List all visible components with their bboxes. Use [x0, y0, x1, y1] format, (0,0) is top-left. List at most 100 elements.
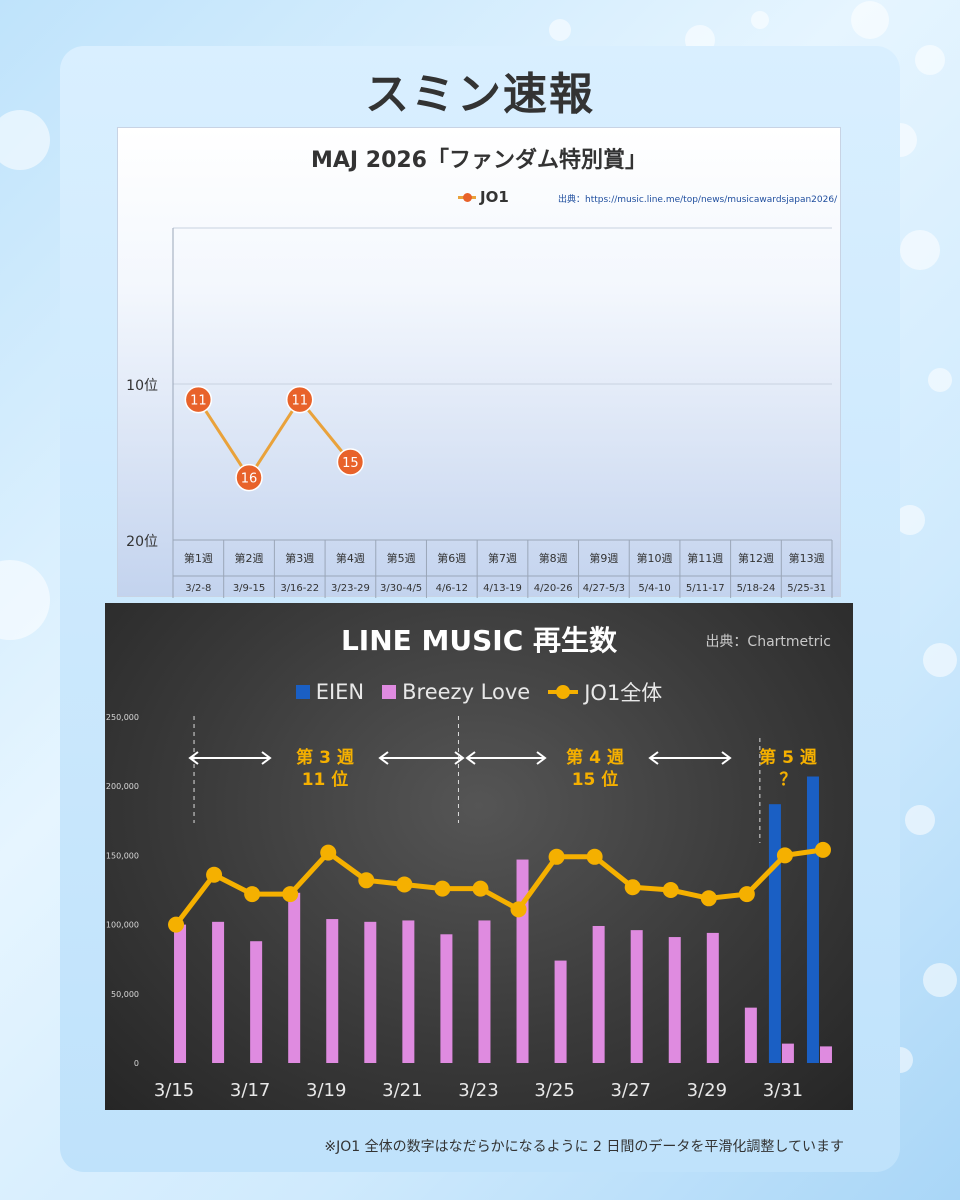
data-point-jo1-total: [814, 841, 831, 858]
line-music-chart-panel: 0 50,000 100,000 150,000 200,000 250,000 3/15 3…: [105, 603, 853, 1110]
bar-breezy-love: [630, 930, 643, 1063]
bar-breezy-love: [364, 921, 377, 1063]
annotation-week: 第 3 週: [296, 747, 354, 768]
data-point-jo1-total: [434, 880, 451, 897]
legend-label-eien: EIEN: [315, 680, 365, 704]
line-chart-legend: EIEN Breezy Love JO1全体: [105, 677, 853, 707]
series-line-jo1-total: [174, 847, 824, 927]
arrow-week4-left-head-right: [536, 751, 547, 765]
legend-line-marker-icon: [458, 192, 476, 202]
y-tick-label: 150,000: [106, 851, 139, 860]
data-point: [184, 385, 213, 414]
annotation-rank: 11 位: [302, 769, 349, 790]
data-point-jo1-total: [776, 847, 793, 864]
legend-swatch-breezy: [382, 685, 397, 699]
legend-item-breezy: Breezy Love: [382, 677, 530, 707]
x-tick-label-date: 3/9-15: [233, 583, 265, 594]
data-label: 15: [342, 456, 359, 471]
y-tick-label: 10位: [126, 378, 158, 394]
line-chart-title: LINE MUSIC 再生数: [340, 624, 618, 657]
x-tick-label-date: 5/11-17: [686, 583, 725, 594]
x-tick-label: 3/25: [534, 1080, 574, 1101]
y-tick-label: 200,000: [106, 782, 139, 791]
x-tick-label-week: 第4週: [336, 551, 365, 565]
data-point-jo1-total: [282, 886, 299, 903]
bokeh-dot: [915, 45, 945, 75]
bar-breezy-love: [516, 859, 529, 1063]
x-tick-label-week: 第11週: [687, 551, 723, 565]
data-point: [336, 448, 365, 476]
bar-breezy-love: [440, 934, 453, 1063]
bar-breezy-love: [288, 892, 301, 1063]
x-tick-label-week: 第10週: [637, 551, 673, 565]
bokeh-dot: [900, 230, 940, 270]
data-label: 11: [291, 394, 308, 409]
line-music-chart: 0 50,000 100,000 150,000 200,000 250,000 3/15 3…: [106, 713, 832, 1101]
x-tick-label: 3/15: [154, 1080, 194, 1101]
data-point: [235, 463, 263, 492]
x-tick-label-date: 3/2-8: [185, 583, 211, 594]
x-tick-label-date: 5/18-24: [737, 583, 776, 594]
x-tick-label-date: 5/4-10: [638, 583, 670, 594]
bokeh-dot: [751, 11, 769, 29]
bokeh-dot: [0, 110, 50, 170]
x-tick-label: 3/19: [306, 1080, 346, 1101]
data-point-jo1-total: [548, 848, 565, 865]
y-tick-label: 20位: [126, 534, 158, 550]
legend-item-eien: EIEN: [295, 677, 365, 707]
x-tick-label-week: 第1週: [184, 551, 213, 565]
x-tick-label-date: 5/25-31: [787, 583, 826, 594]
bar-breezy-love: [402, 920, 415, 1063]
x-tick-label-date: 4/27-5/3: [583, 583, 625, 594]
x-tick-label-date: 3/23-29: [331, 583, 370, 594]
bar-breezy-love: [174, 924, 187, 1063]
arrow-week3-right-head-left: [378, 751, 389, 765]
bar-breezy-love: [706, 932, 719, 1063]
line-chart-source: 出典：Chartmetric: [705, 634, 831, 650]
x-tick-label-date: 4/13-19: [483, 583, 522, 594]
annotation-week: 第 5 週: [759, 747, 817, 768]
annotation-week: 第 4 週: [566, 747, 624, 768]
x-tick-label-week: 第7週: [488, 551, 517, 565]
x-tick-label-week: 第13週: [789, 551, 825, 565]
legend-label-jo1: JO1全体: [584, 681, 663, 705]
maj-chart-legend: JO1: [458, 188, 509, 206]
data-point-jo1-total: [244, 886, 261, 903]
bokeh-dot: [905, 805, 935, 835]
bar-eien: [768, 804, 781, 1063]
bar-breezy-love: [592, 925, 605, 1063]
data-point-jo1-total: [700, 890, 717, 907]
bar-breezy-love: [781, 1043, 794, 1063]
data-point-jo1-total: [472, 880, 489, 897]
bar-breezy-love: [668, 937, 681, 1063]
x-tick-label: 3/17: [230, 1080, 270, 1101]
x-tick-label-date: 3/16-22: [280, 583, 319, 594]
maj-legend-label: JO1: [480, 188, 509, 206]
bar-breezy-love: [478, 920, 491, 1063]
arrow-week3-right-head-right: [454, 751, 465, 765]
x-tick-label-week: 第3週: [285, 551, 314, 565]
x-tick-label: 3/27: [610, 1080, 650, 1101]
x-tick-label: 3/21: [382, 1080, 422, 1101]
annotation-rank: ？: [780, 770, 797, 790]
x-tick-label-week: 第9週: [589, 551, 618, 565]
data-point-jo1-total: [624, 879, 641, 896]
bokeh-dot: [923, 963, 957, 997]
bar-breezy-love: [326, 919, 339, 1063]
legend-swatch-eien: [295, 685, 310, 699]
data-point-jo1-total: [396, 876, 413, 893]
bar-breezy-love: [744, 1007, 757, 1063]
maj-chart-panel: 10位 20位 第1週 3/2-8 第2週 3/9-15 第3週 3/16-22 第4週 3/23…: [117, 127, 841, 598]
arrow-week3-left-head-left: [188, 751, 199, 765]
arrow-week4-left-head-left: [465, 751, 476, 765]
bar-breezy-love: [250, 941, 263, 1063]
arrow-week4-right-head-left: [648, 751, 659, 765]
bar-breezy-love: [212, 921, 225, 1063]
bar-breezy-love: [554, 960, 567, 1063]
series-line-jo1: [197, 397, 352, 481]
data-point-jo1-total: [662, 882, 679, 898]
x-tick-label-week: 第5週: [387, 551, 416, 565]
y-tick-label: 50,000: [111, 990, 139, 999]
footnote: ※JO1 全体の数字はなだらかになるように 2 日間のデータを平滑化調整していま…: [324, 1139, 844, 1155]
